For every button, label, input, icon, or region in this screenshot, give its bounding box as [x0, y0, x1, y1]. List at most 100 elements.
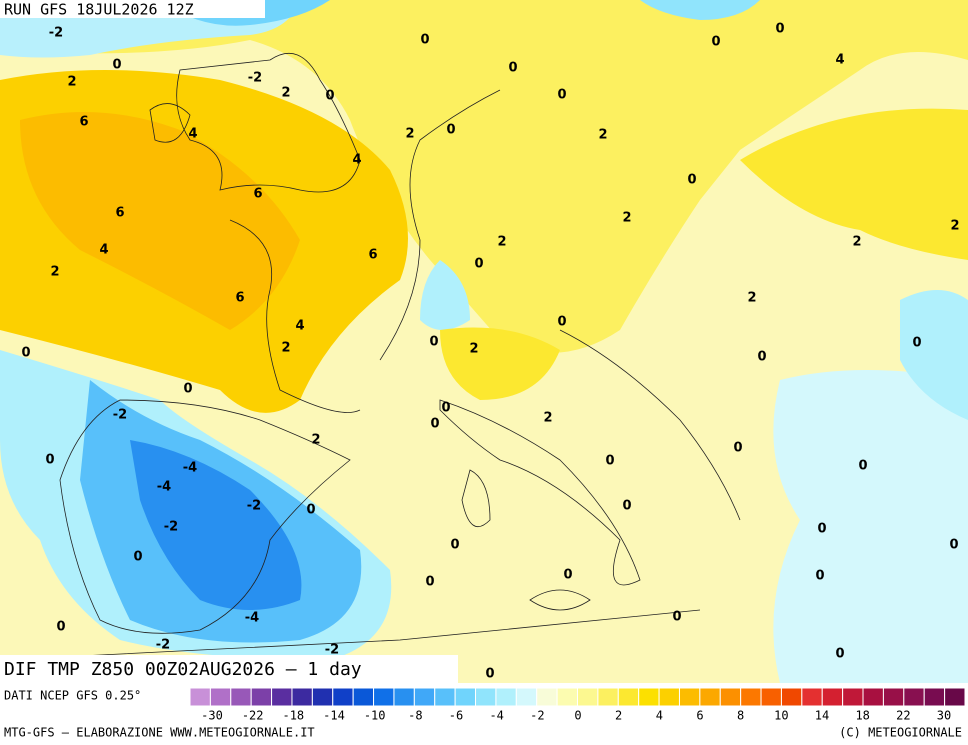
contour-label: 6	[253, 187, 262, 202]
contour-label: -2	[113, 408, 127, 423]
contour-label: -4	[183, 461, 197, 476]
color-swatch	[189, 687, 211, 707]
contour-label: 0	[858, 459, 867, 474]
contour-label: 0	[21, 346, 30, 361]
colorbar-label: 10	[774, 709, 788, 723]
color-swatch	[413, 687, 436, 707]
temperature-field	[0, 0, 968, 683]
colorbar-label: -10	[364, 709, 386, 723]
contour-label: 0	[420, 33, 429, 48]
color-swatch	[311, 687, 334, 707]
color-swatch	[760, 687, 782, 707]
color-swatch	[230, 687, 252, 707]
contour-label: -2	[156, 638, 170, 653]
contour-label: 0	[485, 667, 494, 682]
contour-label: -2	[49, 26, 63, 41]
colorbar-label: -18	[282, 709, 304, 723]
color-swatch	[393, 687, 415, 707]
contour-label: 0	[687, 173, 696, 188]
colorbar: -30 -22 -18 -14 -10 -8 -6 -4 -2 0 2 4 6 8 10 14 18 22 30	[189, 687, 966, 723]
colorbar-label: 6	[696, 709, 703, 723]
credit-left: MTG-GFS – ELABORAZIONE WWW.METEOGIORNALE…	[4, 726, 315, 740]
colorbar-label: -22	[242, 709, 264, 723]
contour-label: 0	[446, 123, 455, 138]
contour-label: 0	[817, 522, 826, 537]
contour-label: 0	[605, 454, 614, 469]
color-swatch	[740, 687, 762, 707]
contour-label: 6	[115, 206, 124, 221]
contour-label: 0	[672, 610, 681, 625]
contour-label: 0	[474, 257, 483, 272]
colorbar-label: -2	[530, 709, 544, 723]
contour-label: 0	[733, 441, 742, 456]
contour-label: 6	[235, 291, 244, 306]
color-swatch	[658, 687, 680, 707]
contour-label: 0	[711, 35, 720, 50]
contour-label: 0	[430, 417, 439, 432]
contour-label: -4	[157, 480, 171, 495]
color-swatch	[454, 687, 477, 707]
colorbar-label: 22	[896, 709, 910, 723]
colorbar-label: -8	[408, 709, 422, 723]
contour-label: 0	[429, 335, 438, 350]
map-title: DIF TMP Z850 00Z02AUG2026 – 1 day	[4, 659, 362, 680]
colorbar-label: 2	[615, 709, 622, 723]
contour-label: 2	[747, 291, 756, 306]
contour-label: 2	[311, 433, 320, 448]
contour-label: 0	[325, 89, 334, 104]
contour-label: -2	[325, 643, 339, 658]
color-swatch	[271, 687, 293, 707]
color-swatch	[678, 687, 701, 707]
color-swatch	[495, 687, 517, 707]
color-swatch	[944, 687, 966, 707]
contour-label: 0	[557, 88, 566, 103]
contour-label: -2	[247, 499, 261, 514]
contour-label: 0	[425, 575, 434, 590]
contour-label: 4	[99, 243, 108, 258]
credit-right: (C) METEOGIORNALE	[839, 726, 962, 740]
color-swatch	[577, 687, 599, 707]
color-swatch	[352, 687, 375, 707]
contour-label: 4	[835, 53, 844, 68]
contour-label: 2	[469, 342, 478, 357]
color-swatch	[475, 687, 497, 707]
color-swatch	[209, 687, 232, 707]
run-box	[0, 0, 265, 18]
contour-label: 2	[598, 128, 607, 143]
color-swatch	[903, 687, 925, 707]
color-swatch	[719, 687, 742, 707]
color-swatch	[373, 687, 395, 707]
contour-label: 0	[450, 538, 459, 553]
colorbar-label: -6	[449, 709, 463, 723]
color-swatch	[842, 687, 864, 707]
colorbar-label: -4	[489, 709, 503, 723]
colorbar-label: -14	[323, 709, 345, 723]
contour-label: 6	[79, 115, 88, 130]
contour-label: 0	[949, 538, 958, 553]
contour-label: 2	[405, 127, 414, 142]
color-swatch	[515, 687, 538, 707]
contour-label: 4	[188, 127, 197, 142]
color-swatch	[434, 687, 456, 707]
colorbar-label: 30	[937, 709, 951, 723]
color-swatch	[780, 687, 803, 707]
contour-label: 0	[306, 503, 315, 518]
contour-label: 2	[950, 219, 959, 234]
colorbar-label: 4	[656, 709, 663, 723]
color-swatch	[597, 687, 619, 707]
contour-label: 2	[67, 75, 76, 90]
contour-label: 0	[133, 550, 142, 565]
contour-label: 0	[557, 315, 566, 330]
contour-label: -2	[248, 71, 262, 86]
color-swatch	[556, 687, 579, 707]
color-swatch	[801, 687, 823, 707]
color-swatch	[617, 687, 640, 707]
color-swatch	[638, 687, 660, 707]
color-swatch	[821, 687, 844, 707]
contour-label: 0	[183, 382, 192, 397]
contour-label: 0	[563, 568, 572, 583]
contour-label: 0	[112, 58, 121, 73]
